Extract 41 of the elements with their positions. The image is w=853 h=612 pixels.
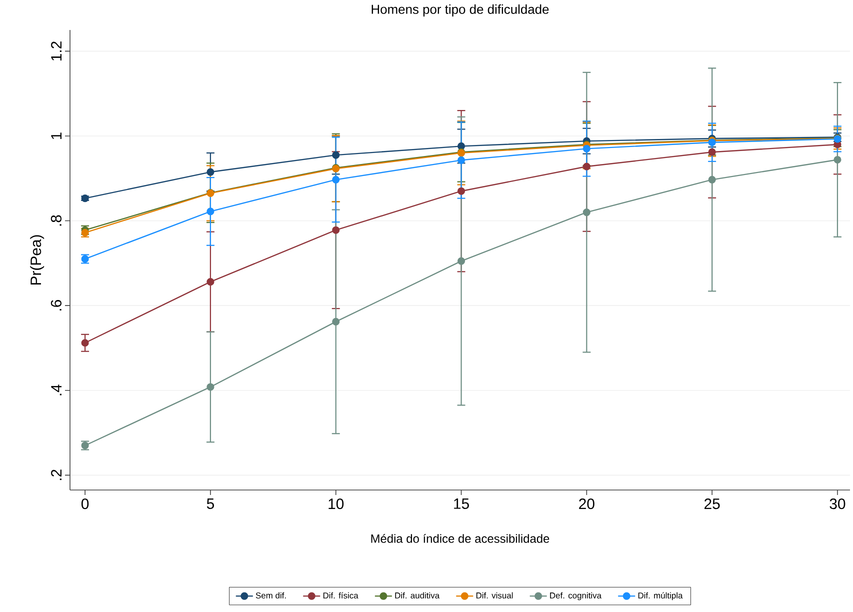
x-tick-label: 20 bbox=[579, 498, 594, 510]
x-tick-label: 10 bbox=[328, 498, 344, 510]
x-tick-label: 30 bbox=[830, 498, 846, 510]
point bbox=[206, 278, 214, 286]
x-axis-title: Média do índice de acessibilidade bbox=[371, 534, 550, 543]
point bbox=[332, 176, 340, 184]
x-tick-label: 15 bbox=[454, 498, 469, 509]
chart-title: Homens por tipo de dificuldade bbox=[372, 4, 549, 16]
legend-label: Dif. auditiva bbox=[395, 592, 440, 598]
point bbox=[81, 339, 89, 347]
legend-label: Sem dif. bbox=[256, 592, 286, 598]
x-tick-label: 5 bbox=[206, 498, 214, 509]
legend-label: Dif. múltipla bbox=[638, 592, 683, 600]
point bbox=[332, 318, 340, 326]
point bbox=[206, 208, 214, 216]
legend-label: Dif. física bbox=[323, 592, 358, 599]
y-tick-label: .6 bbox=[50, 300, 62, 310]
y-tick-label: .8 bbox=[50, 215, 62, 226]
y-tick-label: 1 bbox=[51, 132, 62, 140]
legend-label: Dif. visual bbox=[476, 592, 513, 598]
point bbox=[457, 142, 466, 150]
point bbox=[332, 226, 340, 234]
point bbox=[582, 162, 590, 170]
point bbox=[206, 383, 214, 391]
point bbox=[582, 144, 590, 152]
y-axis-title: Pr(Pea) bbox=[30, 235, 44, 285]
y-tick-label: 1.2 bbox=[51, 42, 62, 60]
point bbox=[457, 187, 466, 195]
x-tick-label: 0 bbox=[81, 498, 89, 510]
point bbox=[708, 176, 716, 184]
x-tick-label: 25 bbox=[704, 498, 720, 510]
y-tick-label: .4 bbox=[51, 384, 62, 396]
point bbox=[457, 257, 466, 265]
point bbox=[834, 156, 842, 164]
y-tick-label: .2 bbox=[51, 470, 62, 480]
point bbox=[582, 208, 590, 216]
point bbox=[206, 168, 214, 176]
point bbox=[332, 151, 340, 159]
point bbox=[708, 148, 716, 156]
legend-label: Def. cognitiva bbox=[550, 592, 602, 600]
point bbox=[457, 156, 466, 164]
